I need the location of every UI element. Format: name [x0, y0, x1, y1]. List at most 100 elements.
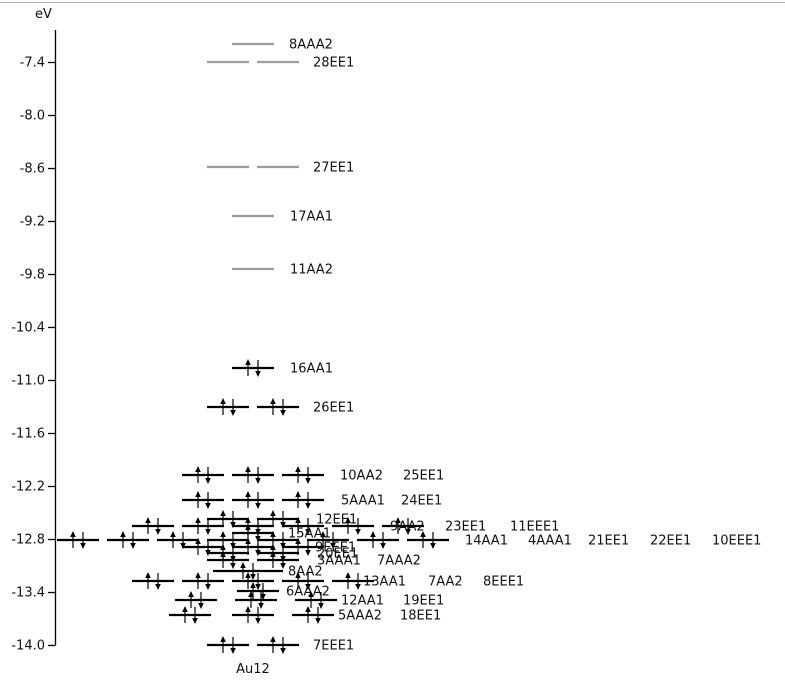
axis-tick-label: -10.4 [11, 321, 45, 336]
x-category-label: Au12 [236, 662, 270, 677]
spin-up-arrowhead [245, 517, 251, 523]
spin-up-arrowhead [145, 517, 151, 523]
level-label: 11AA2 [290, 263, 333, 278]
level-label: 5AAA2 [338, 609, 382, 624]
spin-up-arrowhead [345, 517, 351, 523]
spin-up-arrowhead [370, 531, 376, 537]
spin-down-arrowhead [405, 529, 411, 535]
axis-tick-label: -11.6 [11, 427, 45, 442]
spin-down-arrowhead [255, 618, 261, 624]
spin-up-arrowhead [195, 572, 201, 578]
level-label: 8EEE1 [483, 575, 524, 590]
spin-down-arrowhead [280, 563, 286, 569]
spin-up-arrowhead [182, 606, 188, 612]
spin-down-arrowhead [198, 603, 204, 609]
axis-tick-label: -14.0 [11, 639, 45, 654]
spin-down-arrowhead [280, 410, 286, 416]
spin-up-arrowhead [245, 359, 251, 365]
spin-up-arrowhead [70, 531, 76, 537]
spin-up-arrowhead [308, 591, 314, 597]
spin-up-arrowhead [188, 591, 194, 597]
axis-tick-label: -7.4 [20, 56, 45, 71]
level-label: 13AA1 [363, 575, 406, 590]
level-label: 5AAA1 [341, 494, 385, 509]
spin-up-arrowhead [270, 551, 276, 557]
spin-up-arrowhead [245, 466, 251, 472]
spin-up-arrowhead [250, 582, 256, 588]
spin-up-arrowhead [248, 591, 254, 597]
top-border-line [0, 2, 785, 3]
axis-tick-label: -8.6 [20, 162, 45, 177]
spin-down-arrowhead [230, 410, 236, 416]
axis-tick-label: -8.0 [20, 109, 45, 124]
spin-up-arrowhead [270, 544, 276, 550]
level-label: 14AA1 [465, 534, 508, 549]
spin-up-arrowhead [220, 398, 226, 404]
level-label: 8AAA2 [289, 38, 333, 53]
axis-tick-label: -12.2 [11, 480, 45, 495]
level-label: 15AA1 [288, 527, 331, 542]
spin-up-arrowhead [295, 491, 301, 497]
level-label: 7AAA2 [377, 554, 421, 569]
spin-up-arrowhead [295, 572, 301, 578]
spin-down-arrowhead [250, 574, 256, 580]
spin-down-arrowhead [305, 478, 311, 484]
spin-up-arrowhead [245, 524, 251, 530]
spin-up-arrowhead [220, 531, 226, 537]
spin-down-arrowhead [255, 371, 261, 377]
spin-down-arrowhead [318, 603, 324, 609]
spin-up-arrowhead [270, 510, 276, 516]
level-label: 8AA2 [288, 565, 323, 580]
spin-down-arrowhead [130, 543, 136, 549]
spin-up-arrowhead [395, 517, 401, 523]
spin-down-arrowhead [155, 529, 161, 535]
level-label: 7AA2 [428, 575, 463, 590]
axis-tick-label: -9.2 [20, 215, 45, 230]
level-label: 19EE1 [403, 594, 444, 609]
level-label: 7EEE1 [313, 639, 354, 654]
axis-tick-label: -11.0 [11, 374, 45, 389]
spin-down-arrowhead [230, 563, 236, 569]
level-label: 24EE1 [401, 494, 442, 509]
level-label: 28EE1 [313, 56, 354, 71]
spin-down-arrowhead [430, 543, 436, 549]
spin-down-arrowhead [280, 648, 286, 654]
spin-up-arrowhead [245, 572, 251, 578]
spin-down-arrowhead [315, 618, 321, 624]
level-label: 9AA2 [390, 520, 425, 535]
spin-down-arrowhead [155, 584, 161, 590]
y-axis-title: eV [35, 7, 52, 22]
spin-up-arrowhead [220, 544, 226, 550]
spin-down-arrowhead [305, 529, 311, 535]
spin-down-arrowhead [355, 584, 361, 590]
spin-up-arrowhead [240, 562, 246, 568]
spin-down-arrowhead [355, 529, 361, 535]
spin-up-arrowhead [145, 572, 151, 578]
spin-down-arrowhead [205, 584, 211, 590]
level-label: 22EE1 [650, 534, 691, 549]
axis-tick-label: -9.8 [20, 268, 45, 283]
axis-tick-label: -12.8 [11, 533, 45, 548]
spin-down-arrowhead [80, 543, 86, 549]
level-label: 27EE1 [313, 161, 354, 176]
spin-down-arrowhead [258, 603, 264, 609]
spin-up-arrowhead [420, 531, 426, 537]
spin-up-arrowhead [195, 491, 201, 497]
level-label: 25EE1 [403, 469, 444, 484]
spin-down-arrowhead [255, 503, 261, 509]
spin-up-arrowhead [170, 531, 176, 537]
spin-down-arrowhead [255, 584, 261, 590]
spin-up-arrowhead [270, 398, 276, 404]
level-label: 16AA1 [290, 362, 333, 377]
level-label: 12AA1 [341, 594, 384, 609]
spin-down-arrowhead [330, 543, 336, 549]
spin-down-arrowhead [305, 503, 311, 509]
spin-down-arrowhead [205, 478, 211, 484]
spin-down-arrowhead [305, 584, 311, 590]
spin-up-arrowhead [120, 531, 126, 537]
level-label: 9EEE1 [315, 541, 356, 556]
level-label: 10AA2 [340, 469, 383, 484]
spin-down-arrowhead [192, 618, 198, 624]
spin-up-arrowhead [195, 517, 201, 523]
